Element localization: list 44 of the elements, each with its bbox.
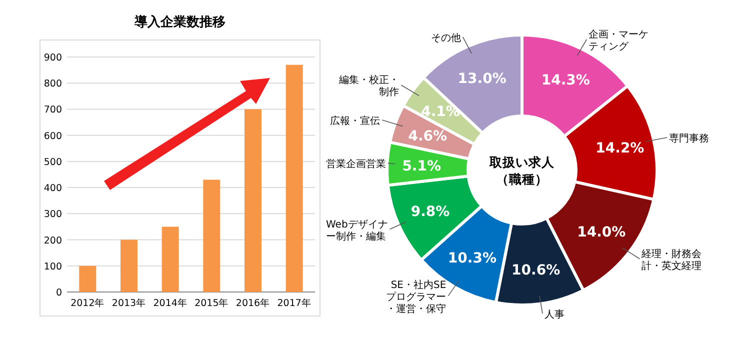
bar [120, 240, 138, 292]
y-tick-label: 800 [44, 78, 62, 90]
slice-label: 経理・財務会計・英文経理 [640, 248, 702, 272]
x-tick-label: 2013年 [112, 297, 146, 309]
slice-label: その他 [430, 32, 461, 44]
slice-label: 編集・校正・制作 [338, 74, 400, 98]
data-label: 14.2% [596, 140, 644, 156]
x-tick-label: 2017年 [277, 297, 312, 309]
y-tick-label: 0 [56, 288, 62, 298]
y-tick-label: 300 [44, 209, 62, 220]
data-label: 14.3% [541, 72, 590, 88]
y-tick-label: 100 [44, 261, 62, 272]
y-tick-label: 900 [44, 52, 62, 64]
y-tick-label: 600 [44, 130, 62, 142]
x-tick-label: 2015年 [194, 297, 229, 309]
y-tick-label: 500 [44, 156, 62, 168]
data-label: 4.6% [408, 128, 448, 144]
y-tick-label: 200 [44, 235, 62, 246]
data-label: 5.1% [402, 158, 442, 174]
bar [286, 64, 303, 292]
slice-label: 専門事務 [669, 132, 710, 144]
x-tick-label: 2016年 [236, 297, 270, 309]
x-tick-label: 2014年 [153, 297, 188, 309]
y-tick-label: 700 [44, 104, 62, 116]
data-label: 10.6% [512, 262, 560, 279]
bar [162, 226, 179, 292]
x-tick-label: 2012年 [70, 297, 105, 309]
slice-label: 広報・宣伝 [330, 115, 380, 128]
slice-label: 営業企画営業 [326, 158, 386, 170]
y-tick-label: 400 [44, 183, 62, 194]
slice-label: 人事 [544, 308, 565, 321]
data-label: 13.0% [458, 70, 506, 87]
bar [203, 180, 220, 292]
data-label: 10.3% [448, 250, 496, 266]
chart-title: 導入企業数推移 [134, 14, 226, 30]
slice-label: SE・社内SEプログラマー・運営・保守 [386, 278, 446, 315]
bar [244, 109, 262, 292]
text: 取扱い求人（職種） [488, 154, 556, 186]
data-label: 9.8% [410, 204, 450, 220]
slice-label: 企画・マーケティング [588, 28, 649, 52]
bar [79, 266, 96, 292]
slice-label: Webデザイナー制作・編集 [326, 219, 388, 242]
data-label: 14.0% [577, 224, 626, 241]
data-label: 4.1% [421, 104, 460, 120]
